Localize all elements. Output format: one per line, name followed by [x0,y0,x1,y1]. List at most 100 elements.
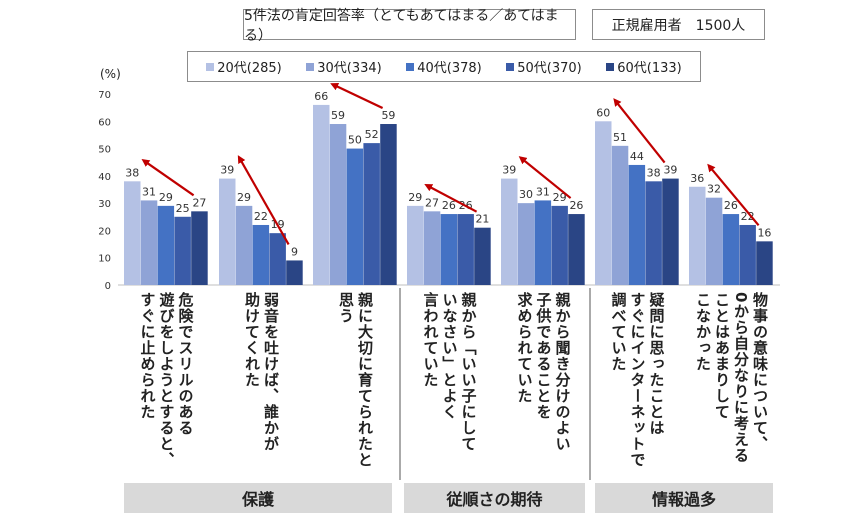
legend-label: 20代(285) [217,61,282,76]
bar [551,205,568,285]
data-label: 9 [291,245,298,258]
data-label: 66 [314,90,328,103]
sample-size-box: 正規雇用者 1500人 [592,9,765,40]
data-label: 59 [381,109,395,122]
bar [568,214,585,285]
bar [329,124,347,285]
y-tick-label: 10 [98,254,111,265]
bar [174,216,191,285]
y-tick-label: 30 [98,199,111,210]
category-label: 危険でスリルのある 遊びをしようとすると、 すぐに止められた [138,292,195,468]
data-label: 27 [425,196,439,209]
data-label: 26 [724,199,738,212]
legend-label: 50代(370) [517,61,582,76]
legend-label: 40代(378) [417,61,482,76]
y-tick-label: 0 [105,281,111,292]
y-tick-label: 60 [98,117,111,128]
legend-swatch [306,62,315,71]
data-label: 31 [142,185,156,198]
category-label: 物事の意味について、 0から自分なりに考える ことはあまりして こなかった [694,292,769,464]
bar [474,227,491,285]
y-tick-label: 50 [98,145,111,156]
trend-arrow [424,184,478,213]
group-label: 保護 [124,483,392,513]
group-label: 情報過多 [595,483,773,513]
bar [756,241,773,285]
subtitle-box: 5件法の肯定回答率（とてもあてはまる／あてはまる） [243,8,576,44]
bar [662,178,679,285]
bar [269,233,286,285]
legend-swatch [206,62,215,71]
bar [124,181,141,285]
sample-size-label: 正規雇用者 1500人 [611,17,746,34]
data-label: 36 [690,172,704,185]
bar [739,224,756,285]
data-label: 39 [663,164,677,177]
category-label: 親から「いい子にして いなさい」とよく 言われていた [421,292,478,452]
bar [423,211,441,285]
data-label: 50 [348,134,362,147]
data-label: 27 [192,196,206,209]
group-label: 従順さの期待 [404,483,585,513]
category-label: 疑問に思ったことは すぐにインターネットで 調べていた [609,292,666,468]
data-label: 44 [630,150,644,163]
bar [363,143,380,285]
bar [501,178,518,285]
data-label: 22 [741,210,755,223]
legend-swatch [406,62,415,71]
data-label: 29 [408,191,422,204]
bar [517,203,535,285]
bar [286,260,303,285]
data-label: 59 [331,109,345,122]
bar [705,197,723,285]
data-label: 52 [365,128,379,141]
legend-swatch [606,62,615,71]
legend-item: 40代(378) [406,57,482,76]
data-label: 51 [613,131,627,144]
data-label: 38 [125,166,139,179]
trend-arrow [237,155,290,245]
bar [595,121,612,286]
bar [313,104,330,286]
legend-item: 20代(285) [206,57,282,76]
data-label: 29 [237,191,251,204]
bar [219,178,236,285]
legend-item: 50代(370) [506,57,582,76]
bar [645,181,662,285]
bar [440,214,458,285]
bar [252,224,270,285]
bar [235,205,253,285]
trend-arrow [707,163,760,227]
data-label: 60 [596,106,610,119]
data-label: 39 [502,164,516,177]
bar [157,205,175,285]
data-label: 22 [254,210,268,223]
data-label: 30 [519,188,533,201]
category-label: 親に大切に育てられたと 思う [337,292,374,468]
bar [140,200,158,285]
chart-subtitle: 5件法の肯定回答率（とてもあてはまる／あてはまる） [244,7,559,44]
category-label: 弱音を吐けば、誰かが 助けてくれた [243,292,280,452]
y-axis-unit-label: (%) [100,67,121,81]
legend-swatch [506,62,515,71]
bar [380,124,397,285]
bar [346,148,364,285]
category-label: 親から聞き分けのよい 子供であることを 求められていた [515,292,572,452]
bar [611,145,629,285]
bar [534,200,552,285]
bar [689,186,706,285]
trend-arrow [613,98,666,164]
trend-arrow [518,156,572,199]
data-label: 32 [707,183,721,196]
data-label: 21 [475,213,489,226]
y-tick-label: 70 [98,90,111,101]
data-label: 25 [176,202,190,215]
bar [191,211,208,285]
legend-label: 30代(334) [317,61,382,76]
bar [628,164,646,285]
data-label: 16 [757,226,771,239]
trend-arrow [330,83,384,110]
bar [407,205,424,285]
bar [457,214,474,285]
